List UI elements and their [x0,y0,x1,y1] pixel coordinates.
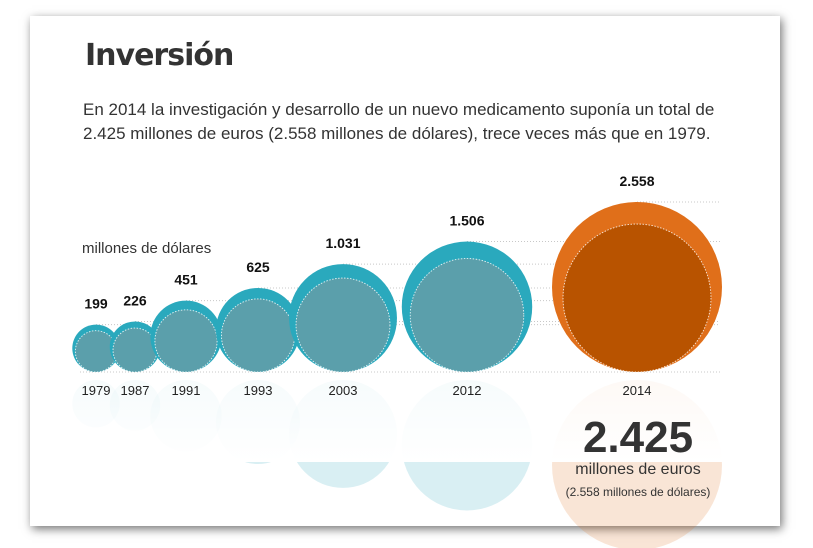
bubble-inner-1993 [220,298,296,373]
year-label-2014: 2014 [623,383,652,398]
page-title: Inversión [85,38,234,73]
bubble-inner-2012 [409,258,525,373]
highlight-note: (2.558 millones de dólares) [566,485,711,499]
bubble-inner-2003 [295,277,391,373]
page-subtitle: En 2014 la investigación y desarrollo de… [83,100,715,143]
year-label-1987: 1987 [121,383,150,398]
year-label-1979: 1979 [82,383,111,398]
value-label-2014: 2.558 [619,173,654,189]
value-label-1991: 451 [174,272,198,288]
value-label-1979: 199 [84,296,108,312]
bubble-inner-1991 [154,309,218,373]
value-label-2003: 1.031 [325,235,360,251]
value-label-2012: 1.506 [449,213,484,229]
value-label-1993: 625 [246,259,270,275]
year-label-2003: 2003 [329,383,358,398]
unit-label: millones de dólares [82,240,211,257]
highlight-unit: millones de euros [575,461,700,478]
bubble-inner-2014 [562,223,712,373]
reflection-fade [60,372,740,462]
highlight-value: 2.425 [583,413,693,462]
value-label-1987: 226 [123,292,147,308]
year-label-1991: 1991 [172,383,201,398]
value-labels: 199 226 451 625 1.031 1.506 2.558 [84,173,654,312]
year-label-2012: 2012 [453,383,482,398]
bubbles [72,202,722,373]
year-label-1993: 1993 [244,383,273,398]
year-labels: 1979 1987 1991 1993 2003 2012 2014 [82,383,652,398]
